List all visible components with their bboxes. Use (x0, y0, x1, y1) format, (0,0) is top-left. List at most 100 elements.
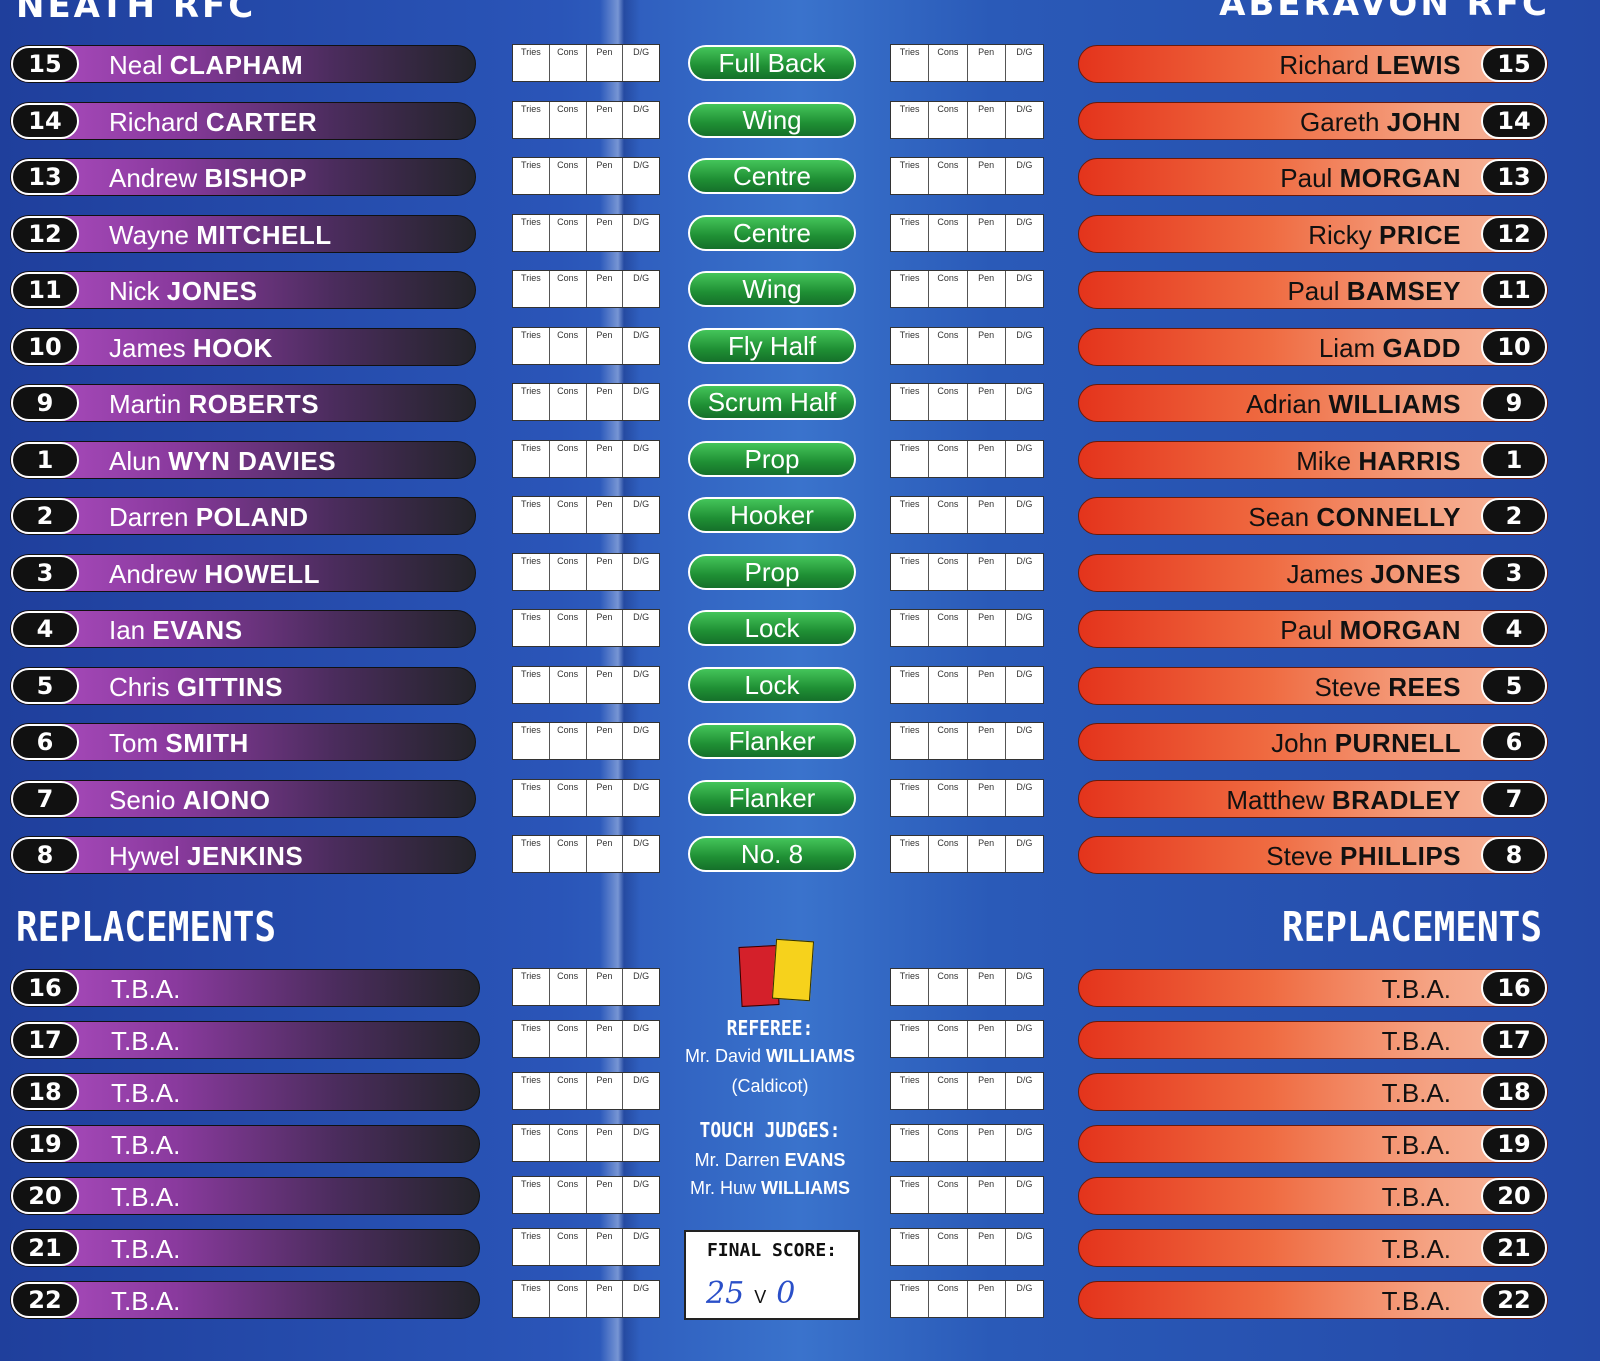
away-score-cell: Tries (891, 1281, 930, 1317)
home-last-name: WYN DAVIES (168, 445, 337, 476)
home-score-grid: Tries Cons Pen D/G (512, 1228, 660, 1266)
home-score-cell: Tries (513, 1125, 550, 1161)
home-last-name: MITCHELL (196, 219, 332, 250)
home-last-name: CARTER (205, 106, 318, 137)
home-player-pill: 11 Nick JONES (10, 271, 476, 309)
home-score-cell: Cons (550, 1177, 587, 1213)
away-score-cell: Pen (968, 779, 1006, 816)
away-shirt-number: 19 (1481, 1126, 1547, 1162)
away-score-cell: Tries (891, 497, 930, 533)
home-score-cell: Pen (587, 158, 624, 194)
replacement-row: 21 T.B.A. Tries Cons Pen D/G Tries Cons Pen D/G T.… (0, 1226, 1600, 1270)
home-score-cell: Tries (513, 1021, 550, 1057)
home-score-cell: Pen (587, 610, 624, 646)
lineup-row: 3 Andrew HOWELL Tries Cons Pen D/G Prop Tries Co… (0, 551, 1600, 595)
position-label: Full Back (688, 45, 856, 81)
home-score-grid: Tries Cons Pen D/G (512, 552, 660, 591)
home-shirt-number: 20 (11, 1178, 79, 1214)
home-player-pill: 14 Richard CARTER (10, 101, 476, 140)
home-score-cell: Pen (587, 666, 624, 703)
home-score-cell: Cons (550, 327, 587, 364)
home-player-pill: 5 Chris GITTINS (10, 666, 476, 705)
home-score-grid: Tries Cons Pen D/G (512, 213, 660, 252)
away-player-pill: Paul MORGAN 13 (1078, 158, 1548, 196)
touch-judge-2: Mr. Huw WILLIAMS (689, 1178, 850, 1198)
away-player-pill: Richard LEWIS 15 (1078, 45, 1548, 83)
away-score-cell: D/G (1016, 971, 1033, 981)
home-last-name: POLAND (195, 502, 309, 532)
home-player-pill: 10 James HOOK (10, 327, 476, 366)
lineup-row: 9 Martin ROBERTS Tries Cons Pen D/G Scrum Half… (0, 381, 1600, 425)
away-shirt-number: 2 (1481, 498, 1547, 534)
home-score-cell: Pen (587, 45, 624, 81)
away-score-cell: D/G (1016, 1283, 1033, 1293)
home-score-grid: Tries Cons Pen D/G (512, 968, 660, 1006)
home-player-pill: 6 Tom SMITH (10, 723, 476, 761)
away-replacements-heading: REPLACEMENTS (1281, 904, 1542, 952)
home-shirt-number: 4 (11, 611, 79, 647)
home-replacement-pill: 16 T.B.A. (10, 969, 480, 1007)
home-score-cell: Pen (587, 836, 624, 872)
lineup-row: 4 Ian EVANS Tries Cons Pen D/G Lock Tries Cons Pe… (0, 607, 1600, 651)
away-score-cell: Pen (968, 1281, 1006, 1317)
away-last-name: PURNELL (1334, 728, 1461, 758)
away-score-cell: Tries (891, 836, 930, 872)
away-score-cell: Cons (929, 1125, 968, 1161)
home-score-cell: Pen (587, 969, 624, 1005)
away-score-grid: Tries Cons Pen D/G (890, 1176, 1044, 1214)
home-score-cell: Tries (513, 497, 550, 533)
away-score-cell: Pen (968, 610, 1006, 646)
home-player-name: Ian EVANS (109, 611, 243, 649)
away-shirt-number: 12 (1481, 215, 1547, 252)
home-score-cell: D/G (633, 838, 650, 848)
home-score-cell: Cons (550, 1229, 587, 1265)
away-score-cell: Pen (968, 327, 1006, 364)
away-replacement-name: T.B.A. (1381, 1130, 1451, 1160)
away-first-name: Matthew (1226, 784, 1325, 815)
home-shirt-number: 19 (11, 1126, 79, 1162)
home-player-name: Nick JONES (109, 272, 257, 310)
away-player-pill: Adrian WILLIAMS 9 (1078, 384, 1548, 422)
away-score-cell: Pen (968, 969, 1006, 1005)
home-player-pill: 2 Darren POLAND (10, 497, 476, 535)
home-shirt-number: 21 (11, 1230, 79, 1266)
away-score-cell: D/G (1016, 386, 1033, 396)
home-score-cell: Cons (550, 271, 587, 307)
away-score-cell: Cons (929, 610, 968, 646)
home-player-name: Andrew BISHOP (109, 159, 307, 197)
away-first-name: Steve (1314, 671, 1381, 702)
away-player-name: Paul MORGAN (1280, 159, 1461, 197)
away-last-name: JOHN (1386, 106, 1461, 137)
away-last-name: MORGAN (1339, 163, 1461, 193)
home-replacement-name: T.B.A. (111, 1234, 181, 1264)
home-last-name: SMITH (165, 728, 249, 758)
away-score-cell: Pen (968, 1177, 1006, 1213)
away-first-name: John (1271, 728, 1328, 758)
lineup-row: 1 Alun WYN DAVIES Tries Cons Pen D/G Prop Tries… (0, 438, 1600, 482)
away-player-name: Mike HARRIS (1296, 442, 1461, 480)
home-first-name: Neal (109, 50, 163, 80)
away-player-name: Richard LEWIS (1279, 46, 1461, 84)
away-shirt-number: 15 (1481, 46, 1547, 82)
home-score-cell: Tries (513, 384, 550, 420)
lineup-row: 13 Andrew BISHOP Tries Cons Pen D/G Centre Trie… (0, 155, 1600, 199)
away-shirt-number: 22 (1481, 1282, 1547, 1318)
away-score-cell: Pen (968, 214, 1006, 251)
home-score-cell: Pen (587, 327, 624, 364)
home-player-name: Hywel JENKINS (109, 837, 303, 875)
home-score-cell: Tries (513, 214, 550, 251)
away-score-grid: Tries Cons Pen D/G (890, 100, 1044, 139)
away-replacement-pill: T.B.A. 22 (1078, 1281, 1548, 1319)
home-shirt-number: 1 (11, 441, 79, 478)
home-score-grid: Tries Cons Pen D/G (512, 439, 660, 478)
away-player-pill: Ricky PRICE 12 (1078, 214, 1548, 253)
away-player-pill: Steve REES 5 (1078, 666, 1548, 705)
away-shirt-number: 14 (1481, 102, 1547, 139)
position-label: Prop (688, 553, 856, 590)
home-score-grid: Tries Cons Pen D/G (512, 157, 660, 195)
home-shirt-number: 15 (11, 46, 79, 82)
home-last-name: JONES (166, 276, 258, 306)
home-shirt-number: 11 (11, 272, 79, 308)
lineup-row: 12 Wayne MITCHELL Tries Cons Pen D/G Centre Tri… (0, 212, 1600, 256)
home-score-cell: D/G (633, 499, 650, 509)
